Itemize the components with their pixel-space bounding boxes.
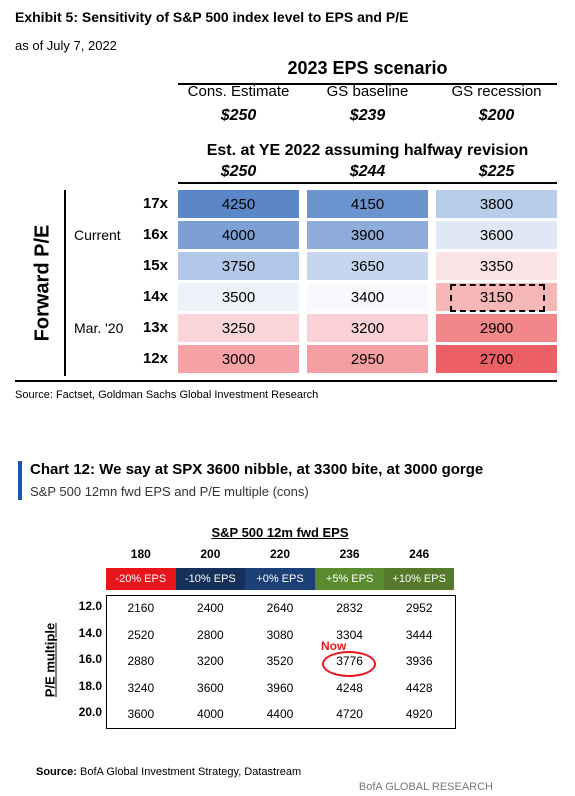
value-cell: 3600 xyxy=(197,680,224,695)
eps-change: -10% EPS xyxy=(175,568,246,590)
revised-eps: $250 xyxy=(220,163,257,180)
pe-label: 20.0 xyxy=(78,705,102,719)
pe-label: 17x xyxy=(142,195,168,212)
value-cell: 3600 xyxy=(127,707,155,721)
source: Source: BofA Global Investment Strategy,… xyxy=(36,766,301,778)
value-cell: 2160 xyxy=(127,601,155,615)
value-cell: 2400 xyxy=(197,601,224,615)
pe-label: 16.0 xyxy=(78,652,102,666)
heat-cell: 2900 xyxy=(436,314,557,342)
value-cell: 3520 xyxy=(266,654,294,668)
scenario-eps: $250 xyxy=(220,107,257,124)
value-cell: 3936 xyxy=(405,654,433,668)
heat-cell: 3800 xyxy=(436,190,557,218)
pe-label: 12.0 xyxy=(78,599,102,613)
row-marker: Current xyxy=(74,227,121,243)
eps-change: +10% EPS xyxy=(384,568,454,590)
scenario-eps: $239 xyxy=(349,107,386,124)
value-cell: 3304 xyxy=(336,627,363,642)
highlight-ellipse xyxy=(322,651,376,677)
value-cell: 2800 xyxy=(197,627,224,642)
heat-cell: 4150 xyxy=(307,190,428,218)
eps-value: 200 xyxy=(200,547,221,561)
value-cell: 2880 xyxy=(127,654,155,668)
heat-cell: 2950 xyxy=(307,345,428,373)
dashed-box xyxy=(450,284,545,312)
axis-label: P/E multiple xyxy=(42,622,58,698)
pe-label: 14.0 xyxy=(78,625,102,640)
eps-change: +5% EPS xyxy=(314,568,385,590)
accent-bar xyxy=(18,461,22,500)
pe-label: 16x xyxy=(142,226,168,243)
footer: BofA GLOBAL RESEARCH xyxy=(358,781,493,793)
heat-cell: 3500 xyxy=(178,283,299,311)
heat-cell: 3200 xyxy=(307,314,428,342)
axis-label: Forward P/E xyxy=(31,224,54,342)
scenario-name: GS recession xyxy=(451,83,542,100)
value-cell: 2520 xyxy=(127,627,155,642)
eps-value: 246 xyxy=(409,547,430,561)
scenario-name: Cons. Estimate xyxy=(187,83,290,100)
value-cell: 4248 xyxy=(336,680,363,695)
table-border xyxy=(106,595,456,729)
value-cell: 2832 xyxy=(336,601,363,615)
value-cell: 4920 xyxy=(405,707,433,721)
eps-value: 236 xyxy=(339,547,360,561)
heat-cell: 2700 xyxy=(436,345,557,373)
source: Source: Factset, Goldman Sachs Global In… xyxy=(15,389,319,401)
eps-header: S&P 500 12m fwd EPS xyxy=(211,525,349,540)
eps-change: -20% EPS xyxy=(106,568,176,590)
source-text: BofA Global Investment Strategy, Datastr… xyxy=(80,766,302,778)
pe-label: 13x xyxy=(142,319,168,336)
chart-subtitle: S&P 500 12mn fwd EPS and P/E multiple (c… xyxy=(30,484,309,499)
heat-cell: 3650 xyxy=(307,252,428,280)
value-cell: 3240 xyxy=(127,680,155,695)
exhibit-subtitle: as of July 7, 2022 xyxy=(15,38,117,53)
heat-cell: 4000 xyxy=(178,221,299,249)
pe-label: 12x xyxy=(142,350,168,367)
rule xyxy=(178,83,557,85)
heat-cell: 3750 xyxy=(178,252,299,280)
heat-cell: 3150 xyxy=(436,283,557,311)
rule xyxy=(178,182,557,184)
annotation: Now xyxy=(321,639,347,653)
value-cell: 3776 xyxy=(336,654,363,668)
value-cell: 4720 xyxy=(336,707,363,721)
value-cell: 2640 xyxy=(266,601,294,615)
value-cell: 4400 xyxy=(266,707,294,721)
pe-label: 15x xyxy=(142,257,168,274)
revised-eps: $225 xyxy=(478,163,515,180)
value-cell: 4428 xyxy=(405,680,433,695)
eps-value: 180 xyxy=(130,547,151,561)
revised-eps: $244 xyxy=(349,163,386,180)
value-cell: 3960 xyxy=(266,680,294,695)
value-cell: 3444 xyxy=(405,627,433,642)
chart-title: Chart 12: We say at SPX 3600 nibble, at … xyxy=(30,461,484,478)
revision-header: Est. at YE 2022 assuming halfway revisio… xyxy=(206,142,529,159)
heat-cell: 3250 xyxy=(178,314,299,342)
eps-value: 220 xyxy=(269,547,290,561)
heat-cell: 3600 xyxy=(436,221,557,249)
heat-cell: 3900 xyxy=(307,221,428,249)
exhibit-title: Exhibit 5: Sensitivity of S&P 500 index … xyxy=(15,9,409,25)
row-marker: Mar. '20 xyxy=(74,320,124,336)
eps-change: +0% EPS xyxy=(245,568,315,590)
pe-label: 14x xyxy=(142,288,168,305)
scenario-name: GS baseline xyxy=(326,83,409,100)
source-label: Source: xyxy=(36,766,77,778)
heat-cell: 3350 xyxy=(436,252,557,280)
rule xyxy=(15,380,557,382)
value-cell: 3080 xyxy=(266,627,294,642)
pe-label: 18.0 xyxy=(78,678,102,693)
scenario-header: 2023 EPS scenario xyxy=(287,58,448,78)
axis-bar xyxy=(64,190,66,376)
heat-cell: 4250 xyxy=(178,190,299,218)
value-cell: 3200 xyxy=(197,654,224,668)
value-cell: 2952 xyxy=(405,601,433,615)
heat-cell: 3400 xyxy=(307,283,428,311)
heat-cell: 3000 xyxy=(178,345,299,373)
value-cell: 4000 xyxy=(197,707,224,721)
scenario-eps: $200 xyxy=(478,107,515,124)
